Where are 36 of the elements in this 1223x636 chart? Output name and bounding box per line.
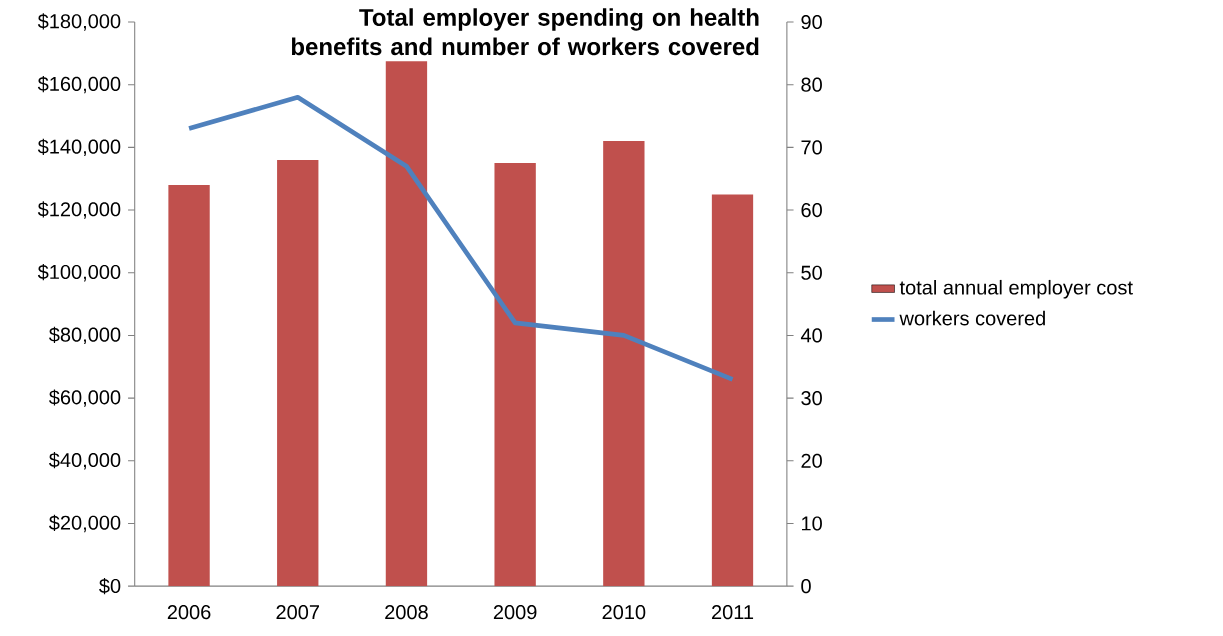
bar: [385, 61, 428, 587]
y2-tick-label: 40: [800, 328, 822, 343]
y-tick-label: $140,000: [37, 138, 121, 156]
line-series: [186, 94, 735, 382]
y-tick-label: $100,000: [37, 263, 121, 282]
y2-tick-label: 60: [801, 202, 822, 218]
y2-tick-label: 50: [801, 265, 822, 280]
y-tick-label: $20,000: [49, 514, 121, 533]
y2-tick-label: 0: [801, 578, 811, 594]
legend-label: workers covered: [899, 310, 1045, 326]
x-tick-label: 2011: [712, 605, 754, 620]
y2-tick-label: 20: [801, 453, 822, 468]
chart-title: Total employer spending on health benefits and number of workers covered: [291, 8, 759, 56]
bar: [168, 184, 210, 587]
x-tick-label: 2010: [602, 605, 646, 620]
y-tick-label: $40,000: [49, 452, 121, 470]
y2-tick-label: 80: [801, 77, 822, 92]
x-tick-label: 2008: [385, 605, 428, 620]
y-tick-label: $120,000: [37, 201, 121, 219]
y-tick-label: $180,000: [37, 13, 121, 31]
bar: [494, 162, 536, 587]
bar: [277, 159, 319, 587]
bar: [603, 141, 645, 587]
y2-tick-label: 30: [801, 390, 822, 406]
x-tick-label: 2009: [493, 605, 537, 620]
x-tick-label: 2007: [276, 605, 319, 620]
x-tick-label: 2006: [167, 605, 211, 620]
y-tick-label: $160,000: [37, 75, 121, 94]
y2-tick-label: 90: [801, 14, 822, 30]
y-tick-label: $0: [99, 577, 121, 595]
legend-label: total annual employer cost: [899, 279, 1133, 299]
y-tick-label: $80,000: [49, 326, 121, 345]
bar: [711, 194, 754, 587]
y2-tick-label: 10: [802, 516, 822, 531]
y-tick-label: $60,000: [49, 389, 121, 407]
y2-tick-label: 70: [801, 140, 822, 155]
